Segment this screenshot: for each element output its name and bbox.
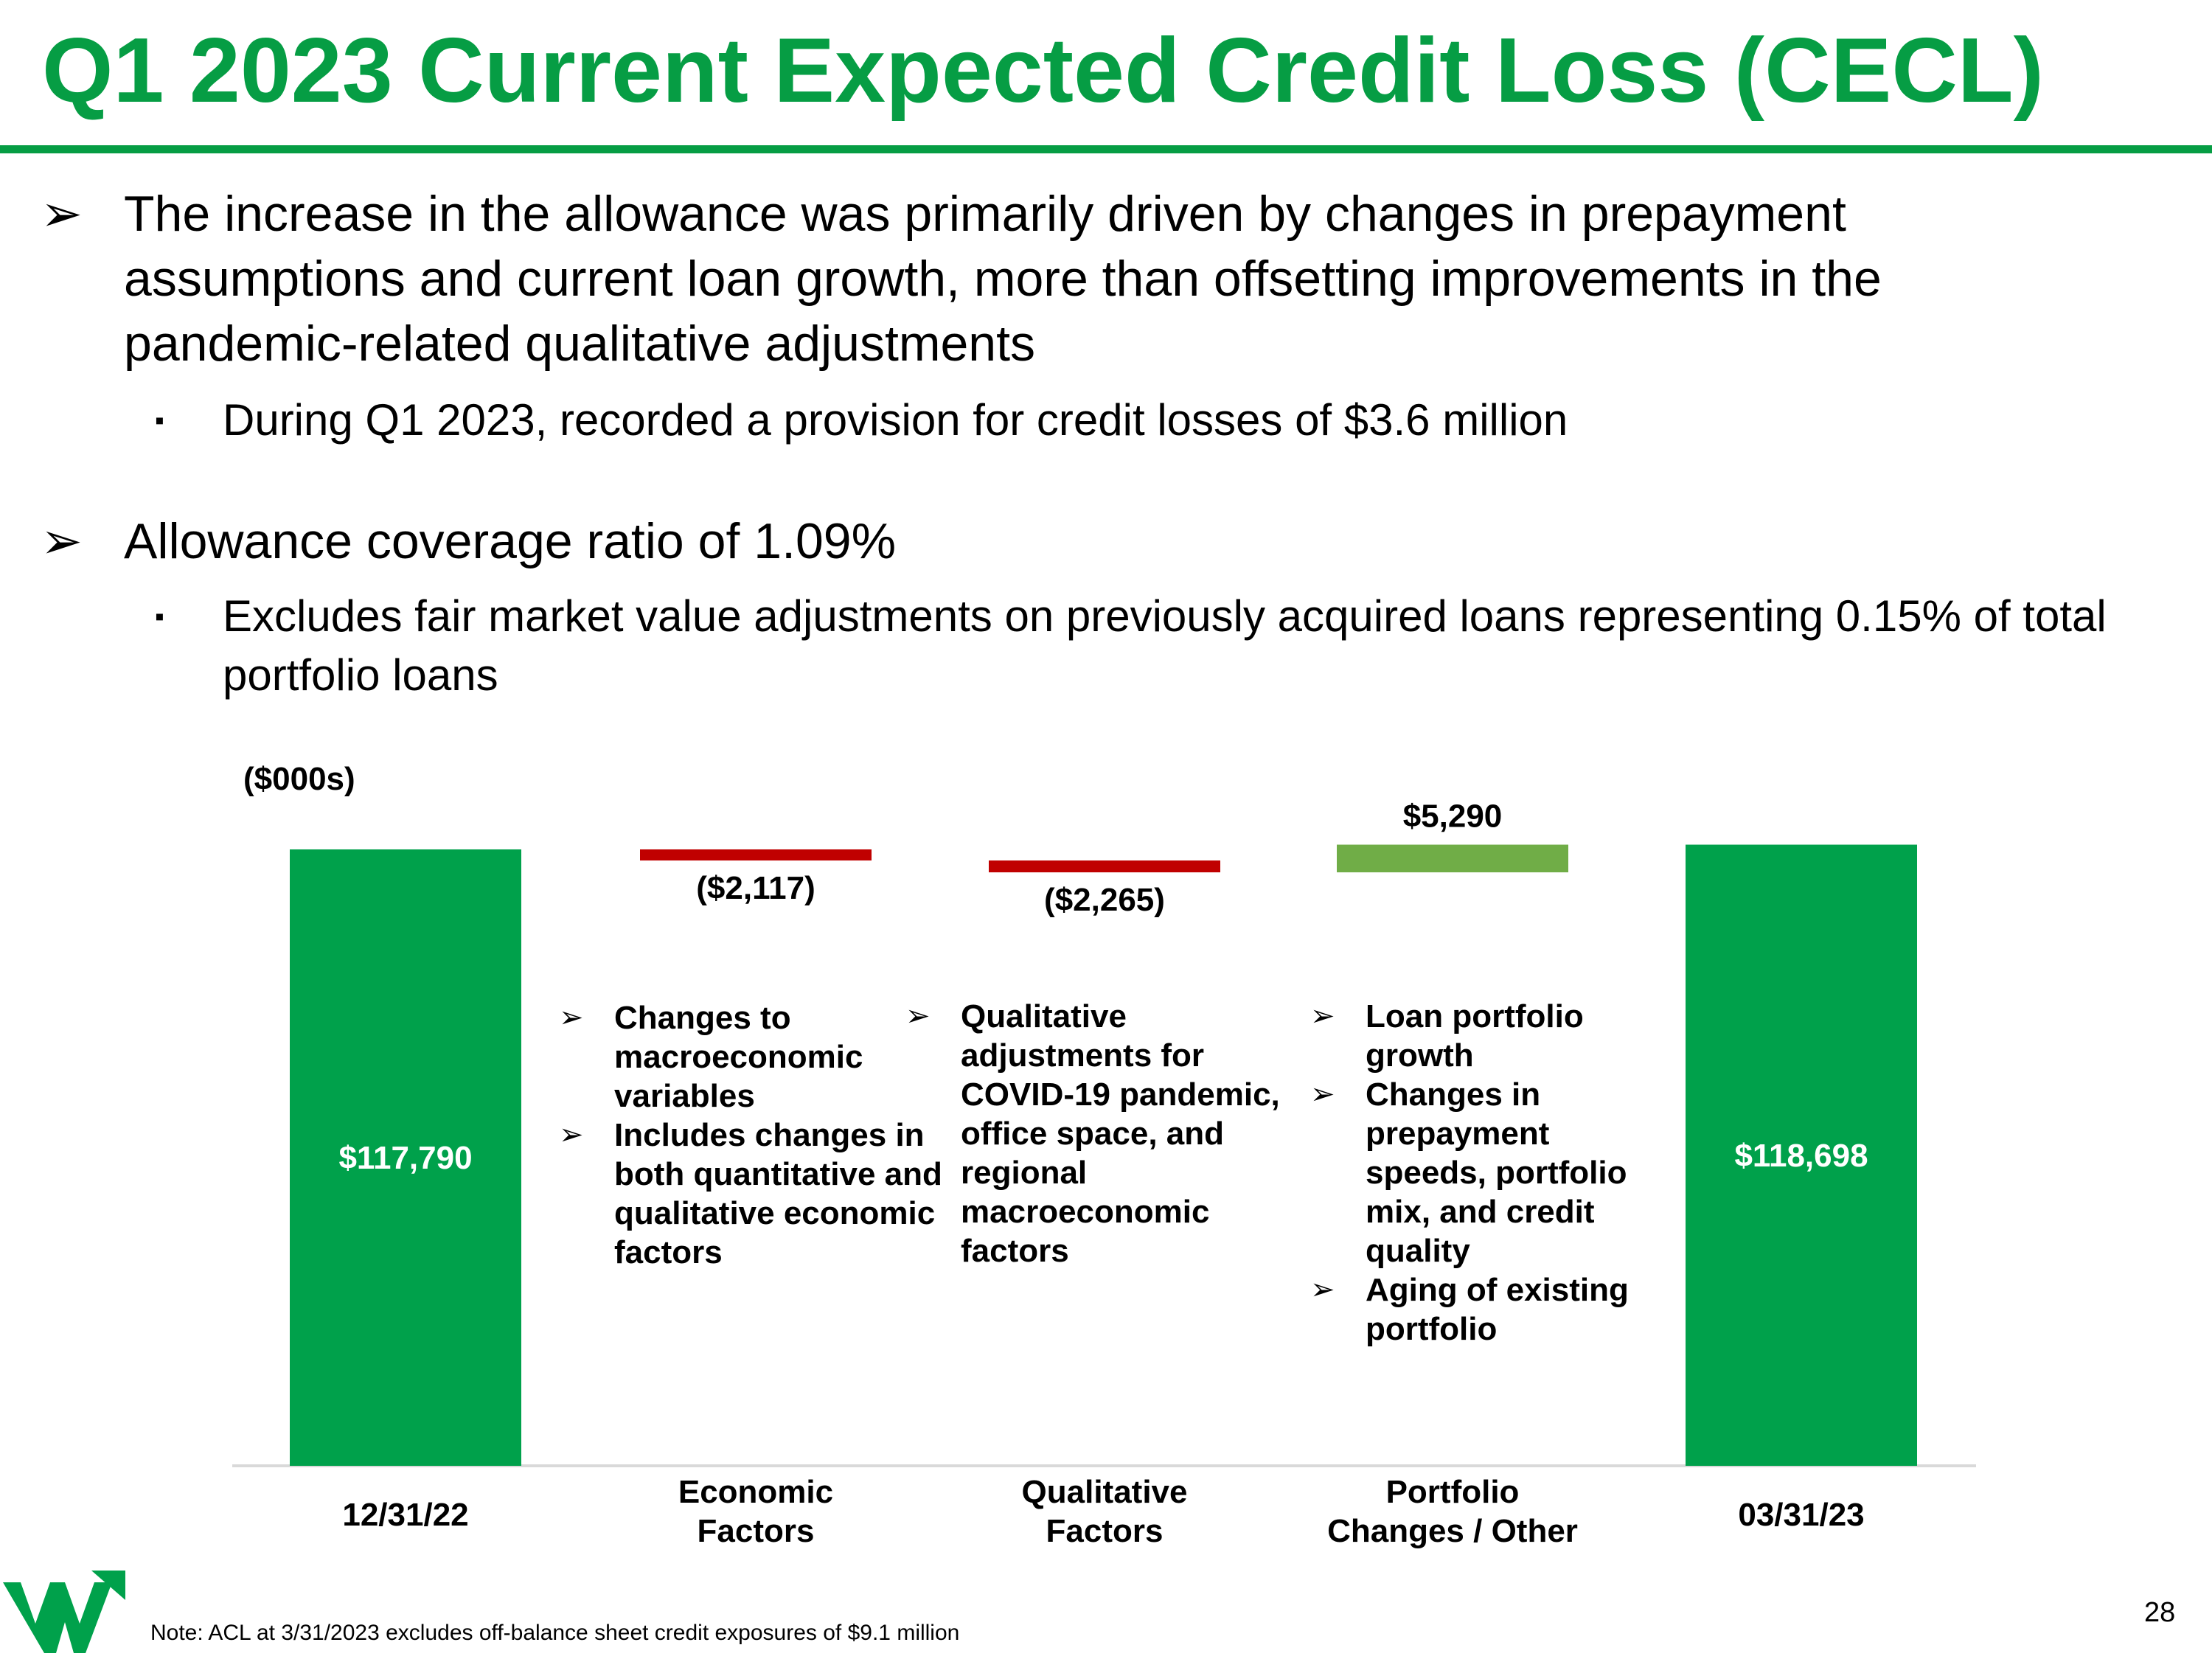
arrow-bullet-icon: ➢ — [905, 1000, 931, 1032]
waterfall-bar-4 — [1337, 844, 1568, 873]
note-item: ➢ Loan portfolio growth — [1310, 998, 1584, 1074]
waterfall-bar-1 — [290, 849, 521, 1466]
page-number: 28 — [2144, 1597, 2176, 1628]
arrow-bullet-icon: ➢ — [1310, 1078, 1335, 1110]
portfolio-changes-notes: ➢ Loan portfolio growth ➢ Changes in prepa… — [1310, 997, 1679, 1349]
value-label-1: $117,790 — [338, 1140, 472, 1176]
value-label-5: $118,698 — [1734, 1138, 1868, 1174]
page-title: Q1 2023 Current Expected Credit Loss (CE… — [42, 20, 2044, 122]
sub-bullet-2-text: Excludes fair market value adjustments o… — [223, 591, 2107, 700]
note-item: ➢ Includes changes in both quantitative a… — [559, 1117, 942, 1270]
value-label-4: $5,290 — [1403, 799, 1503, 835]
value-label-2: ($2,117) — [696, 870, 815, 906]
category-label-4: Portfolio Changes / Other — [1327, 1474, 1578, 1549]
category-label-1: 12/31/22 — [342, 1497, 468, 1533]
value-label-3: ($2,265) — [1044, 882, 1165, 918]
arrow-bullet-icon: ➢ — [559, 1001, 584, 1034]
arrow-bullet-icon: ➢ — [559, 1119, 584, 1151]
note-item: ➢ Changes in prepayment speeds, portfolio… — [1310, 1077, 1627, 1269]
arrow-bullet-icon: ➢ — [1310, 1000, 1335, 1032]
arrow-bullet-icon: ➢ — [1310, 1273, 1335, 1306]
arrow-bullet-icon: ➢ — [41, 186, 83, 242]
waterfall-bar-5 — [1686, 844, 1917, 1466]
chart-unit-label: ($000s) — [243, 761, 355, 797]
category-label-5: 03/31/23 — [1738, 1497, 1864, 1533]
note-item: ➢ Qualitative adjustments for COVID-19 pa… — [905, 998, 1280, 1269]
square-bullet-icon: ▪ — [155, 405, 164, 435]
title-divider — [0, 145, 2212, 153]
bullet-1-text: The increase in the allowance was primar… — [124, 186, 1882, 372]
economic-factors-notes: ➢ Changes to macroeconomic variables ➢ Inc… — [559, 998, 942, 1272]
square-bullet-icon: ▪ — [155, 601, 164, 631]
footnote: Note: ACL at 3/31/2023 excludes off-bala… — [150, 1621, 960, 1645]
waterfall-bar-2 — [640, 849, 872, 861]
category-label-3: Qualitative Factors — [1022, 1474, 1188, 1549]
sub-bullet-1-text: During Q1 2023, recorded a provision for… — [223, 395, 1568, 445]
qualitative-factors-notes: ➢ Qualitative adjustments for COVID-19 pa… — [905, 997, 1326, 1270]
category-label-2: Economic Factors — [678, 1474, 833, 1549]
waterfall-bar-3 — [989, 860, 1220, 873]
brand-w-logo-icon — [3, 1571, 125, 1653]
note-item: ➢ Changes to macroeconomic variables — [559, 1000, 863, 1114]
note-item: ➢ Aging of existing portfolio — [1310, 1272, 1629, 1347]
arrow-bullet-icon: ➢ — [41, 513, 83, 569]
bullet-2-text: Allowance coverage ratio of 1.09% — [124, 513, 897, 569]
